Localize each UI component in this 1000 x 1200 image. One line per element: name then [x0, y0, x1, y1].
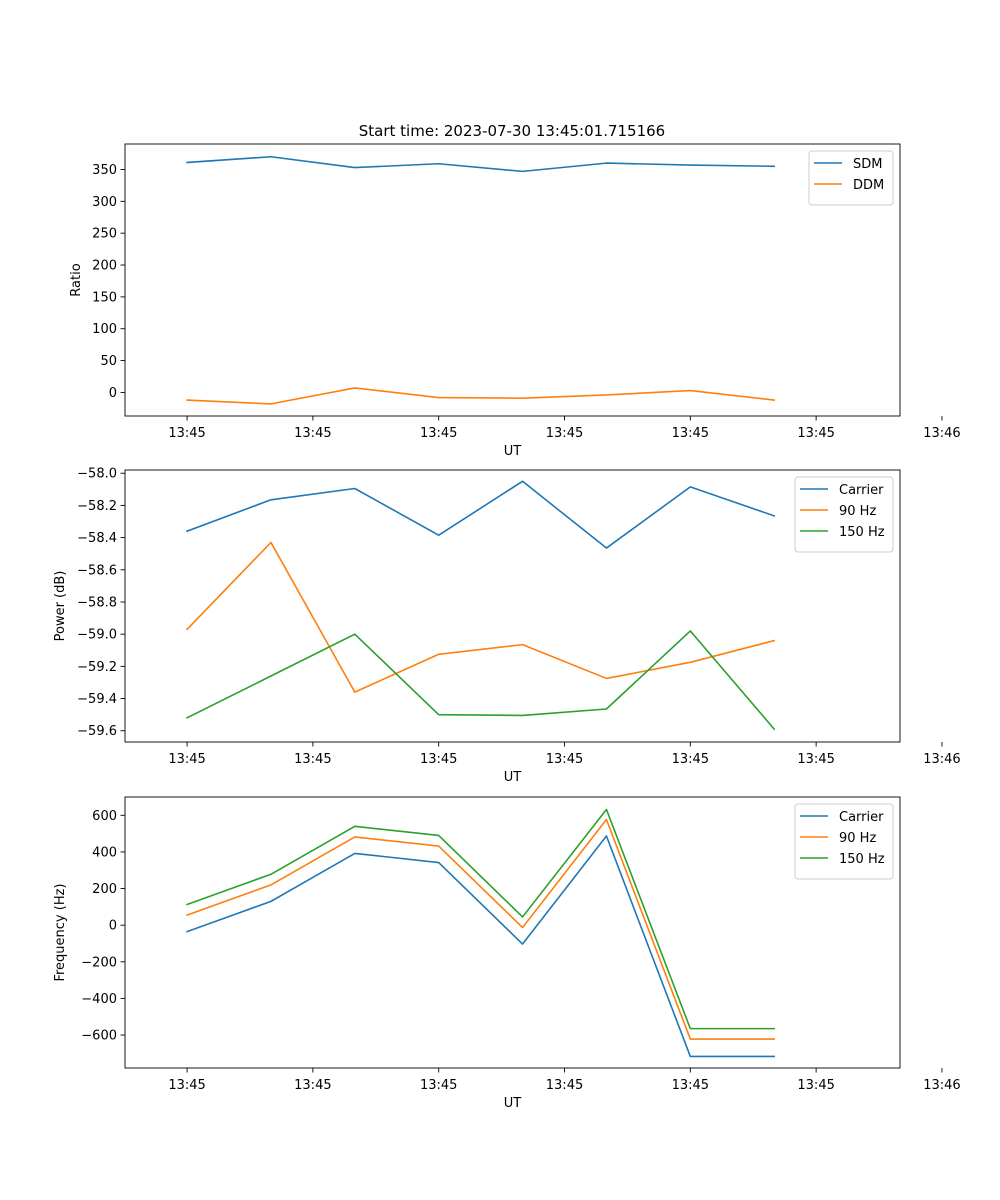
- x-axis-label: UT: [504, 444, 522, 459]
- y-tick-label: 0: [109, 386, 117, 401]
- y-tick-label: 400: [92, 845, 117, 860]
- y-tick-label: 150: [92, 290, 117, 305]
- y-tick-label: −59.2: [77, 660, 117, 675]
- y-tick-label: −200: [81, 955, 117, 970]
- y-tick-label: −400: [81, 992, 117, 1007]
- x-tick-label: 13:45: [546, 426, 583, 441]
- y-tick-label: 0: [109, 919, 117, 934]
- y-tick-label: −58.2: [77, 499, 117, 514]
- x-tick-label: 13:45: [420, 1078, 457, 1093]
- y-tick-label: −58.0: [77, 467, 117, 482]
- y-tick-label: −58.8: [77, 595, 117, 610]
- x-tick-label: 13:45: [672, 752, 709, 767]
- legend-label: 150 Hz: [839, 852, 885, 867]
- x-tick-label: 13:45: [797, 752, 834, 767]
- y-axis-label: Frequency (Hz): [53, 883, 68, 981]
- y-tick-label: −59.6: [77, 724, 117, 739]
- y-tick-label: −58.6: [77, 563, 117, 578]
- x-axis-label: UT: [504, 1096, 522, 1111]
- x-tick-label: 13:45: [420, 752, 457, 767]
- legend-frame: [808, 150, 894, 206]
- x-tick-label: 13:45: [294, 752, 331, 767]
- y-tick-label: −58.4: [77, 531, 117, 546]
- x-tick-label: 13:45: [797, 426, 834, 441]
- legend-label: 90 Hz: [839, 831, 876, 846]
- y-tick-label: 200: [92, 259, 117, 274]
- y-tick-label: 350: [92, 163, 117, 178]
- series-line-90-hz: [185, 541, 776, 693]
- y-tick-label: 100: [92, 322, 117, 337]
- y-tick-label: 250: [92, 227, 117, 242]
- x-tick-label: 13:45: [420, 426, 457, 441]
- x-tick-label: 13:45: [294, 426, 331, 441]
- y-tick-label: 50: [100, 354, 117, 369]
- series-line-150-hz: [186, 808, 775, 1030]
- y-tick-label: −600: [81, 1029, 117, 1044]
- series-lines: [186, 808, 775, 1058]
- legend: Carrier 90 Hz 150 Hz: [794, 476, 894, 553]
- x-tick-label: 13:45: [672, 1078, 709, 1093]
- legend-label: Carrier: [839, 810, 884, 825]
- y-tick-label: 200: [92, 882, 117, 897]
- series-lines: [186, 155, 776, 405]
- x-tick-label: 13:45: [168, 1078, 205, 1093]
- y-tick-label: −59.0: [77, 628, 117, 643]
- x-tick-label: 13:45: [168, 426, 205, 441]
- x-tick-label: 13:45: [546, 752, 583, 767]
- x-tick-label: 13:45: [294, 1078, 331, 1093]
- y-axis-label: Power (dB): [53, 571, 68, 642]
- axes-frame: [124, 796, 901, 1069]
- x-tick-label: 13:46: [923, 752, 960, 767]
- panels: 13:45 13:45 13:45 13:45 13:45 13:45 13:46 0 50 10…: [53, 143, 961, 1111]
- x-tick-label: 13:45: [546, 1078, 583, 1093]
- series-line-ddm: [186, 387, 776, 405]
- x-tick-label: 13:46: [923, 426, 960, 441]
- legend-label: 150 Hz: [839, 525, 885, 540]
- legend-frame: [794, 476, 894, 553]
- series-line-carrier: [186, 835, 775, 1058]
- legend-label: 90 Hz: [839, 504, 876, 519]
- series-line-90-hz: [186, 818, 775, 1040]
- y-tick-label: 600: [92, 809, 117, 824]
- y-tick-label: 300: [92, 195, 117, 210]
- legend-label: Carrier: [839, 483, 884, 498]
- legend-label: SDM: [853, 157, 882, 172]
- series-line-carrier: [186, 480, 776, 549]
- legend: SDM DDM: [808, 150, 894, 206]
- axes-frame: [124, 143, 901, 417]
- chart-panel-2: 13:45 13:45 13:45 13:45 13:45 13:45 13:46 −59.6…: [53, 467, 961, 785]
- x-tick-label: 13:46: [923, 1078, 960, 1093]
- chart-panel-1: 13:45 13:45 13:45 13:45 13:45 13:45 13:46 0 50 10…: [69, 143, 961, 459]
- legend-frame: [794, 803, 894, 880]
- x-tick-label: 13:45: [672, 426, 709, 441]
- legend-label: DDM: [853, 178, 884, 193]
- series-line-150-hz: [185, 630, 776, 731]
- legend: Carrier 90 Hz 150 Hz: [794, 803, 894, 880]
- x-axis-label: UT: [504, 770, 522, 785]
- x-tick-label: 13:45: [797, 1078, 834, 1093]
- chart-panel-3: 13:45 13:45 13:45 13:45 13:45 13:45 13:46 −600 −…: [53, 796, 961, 1111]
- x-tick-label: 13:45: [168, 752, 205, 767]
- y-axis-label: Ratio: [69, 263, 84, 296]
- series-line-sdm: [186, 155, 776, 173]
- series-lines: [185, 480, 776, 731]
- axes-frame: [124, 469, 901, 743]
- y-tick-label: −59.4: [77, 692, 117, 707]
- figure-title: Start time: 2023-07-30 13:45:01.715166: [359, 122, 665, 140]
